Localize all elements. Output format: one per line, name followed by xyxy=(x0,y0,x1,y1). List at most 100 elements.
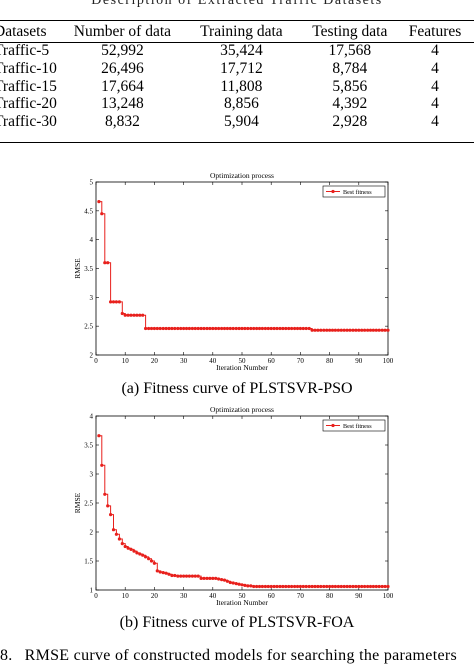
data-point xyxy=(345,328,349,332)
data-point xyxy=(342,328,346,332)
legend-box xyxy=(322,419,386,432)
x-tick-label: 40 xyxy=(209,357,217,365)
data-point xyxy=(368,584,373,589)
data-point xyxy=(179,574,183,578)
data-point xyxy=(106,261,110,265)
data-point xyxy=(225,326,229,331)
data-point xyxy=(322,584,326,589)
data-point xyxy=(109,513,113,517)
data-point xyxy=(228,580,232,585)
data-point xyxy=(252,584,256,589)
data-point xyxy=(123,313,127,317)
data-point xyxy=(129,547,133,551)
data-point xyxy=(208,576,212,580)
table-cell: 4,392 xyxy=(332,95,368,113)
table-cell: Traffic-10 xyxy=(0,59,57,77)
data-point xyxy=(272,584,276,589)
data-point xyxy=(263,584,267,589)
data-point xyxy=(255,326,259,331)
data-point xyxy=(117,300,121,304)
data-point xyxy=(252,326,256,331)
table-cell: 17,664 xyxy=(101,77,144,95)
data-point xyxy=(287,326,291,331)
data-point xyxy=(371,584,375,589)
data-point xyxy=(330,328,335,332)
y-tick-label: 2.5 xyxy=(84,500,93,508)
data-point xyxy=(257,584,262,589)
caption-a: (a) Fitness curve of PLSTSVR-PSO xyxy=(121,380,353,397)
table-header-rule xyxy=(0,42,474,43)
table-cell: 5,904 xyxy=(223,113,259,131)
data-point xyxy=(211,326,215,331)
data-point xyxy=(243,583,247,587)
data-point xyxy=(345,584,349,589)
data-point xyxy=(293,326,297,331)
table-cell: 8,856 xyxy=(223,95,259,113)
data-point xyxy=(100,212,104,216)
y-tick-label: 1.5 xyxy=(84,558,93,566)
x-tick-label: 80 xyxy=(326,592,334,600)
figure-caption-text: RMSE curve of constructed models for sea… xyxy=(24,647,457,664)
data-point xyxy=(272,326,276,331)
data-point xyxy=(103,261,107,265)
header-cell: Training data xyxy=(200,22,283,40)
x-tick-label: 50 xyxy=(239,592,247,600)
data-point xyxy=(97,434,101,438)
data-point xyxy=(330,584,335,589)
table-row: Traffic-20 13,248 8,856 4,392 4 xyxy=(0,95,468,113)
data-point xyxy=(374,584,378,589)
data-point xyxy=(298,326,302,331)
data-point xyxy=(103,492,107,496)
data-point xyxy=(351,328,355,332)
data-point xyxy=(132,313,136,317)
table-cell: 52,992 xyxy=(101,42,144,59)
data-point xyxy=(386,584,390,589)
data-point xyxy=(179,326,183,331)
data-point xyxy=(123,544,127,549)
data-point xyxy=(211,576,215,580)
x-tick-label: 70 xyxy=(297,592,305,600)
data-point xyxy=(304,326,308,331)
data-point xyxy=(281,326,285,331)
data-point xyxy=(100,463,104,467)
data-point xyxy=(366,328,370,332)
data-point xyxy=(260,584,264,589)
fitness-chart-pso: Optimization process 0 10 20 30 40 50 60 70 80 90 1… xyxy=(73,171,394,372)
y-tick-label: 3 xyxy=(90,471,94,479)
data-point xyxy=(275,584,279,589)
data-point xyxy=(269,584,273,589)
data-point xyxy=(301,326,305,331)
data-point xyxy=(269,326,273,331)
x-tick-label: 20 xyxy=(151,357,159,365)
header-cell: Features xyxy=(408,22,462,40)
data-point xyxy=(325,584,329,589)
data-point xyxy=(225,579,229,583)
data-point xyxy=(222,326,227,331)
data-point xyxy=(164,571,168,575)
data-point xyxy=(290,584,294,589)
data-point xyxy=(173,326,177,331)
data-point xyxy=(214,576,218,580)
data-point xyxy=(214,326,218,331)
data-point xyxy=(255,584,259,589)
x-tick-label: 30 xyxy=(180,357,188,365)
data-point xyxy=(304,584,308,589)
x-tick-label: 10 xyxy=(122,592,130,600)
data-point xyxy=(339,584,343,589)
data-point xyxy=(336,328,340,332)
figure-caption-label: 8. xyxy=(0,647,13,664)
data-point xyxy=(307,326,311,331)
data-point xyxy=(383,584,387,589)
data-point xyxy=(170,573,174,578)
data-point xyxy=(307,584,311,589)
data-point xyxy=(114,532,118,536)
header-cell: Datasets xyxy=(0,22,47,40)
data-point xyxy=(237,582,241,586)
data-point xyxy=(196,574,200,578)
data-point xyxy=(202,326,206,331)
data-point xyxy=(173,573,177,578)
data-point xyxy=(196,326,200,331)
data-point xyxy=(144,555,148,559)
caption-b: (b) Fitness curve of PLSTSVR-FOA xyxy=(119,614,355,631)
data-point xyxy=(260,326,264,331)
